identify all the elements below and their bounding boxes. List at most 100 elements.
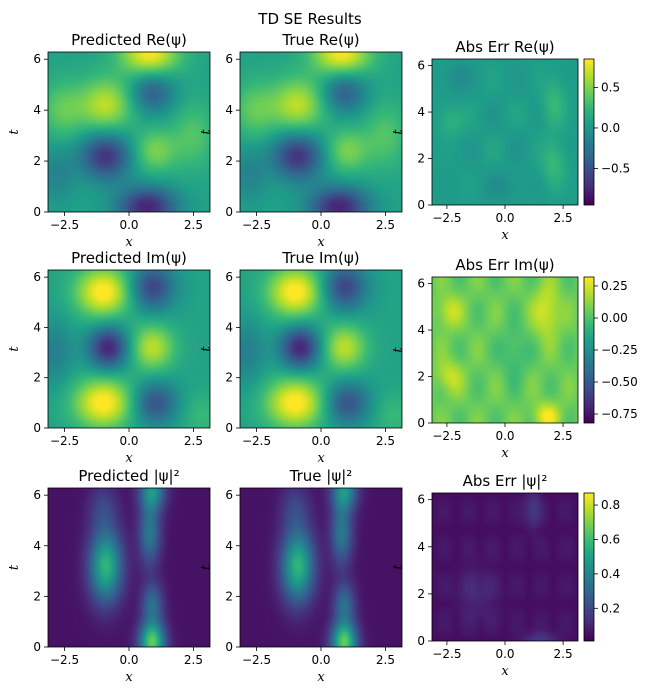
y-axis-label: t [391, 347, 406, 353]
y-tick-label: 4 [33, 103, 41, 117]
colorbar-tick-label: 0.2 [601, 601, 620, 615]
x-tick-label: 0.0 [495, 211, 514, 225]
colorbar-tick-label: 0.4 [601, 567, 620, 581]
y-tick-label: 2 [33, 589, 41, 603]
x-axis-label: x [125, 451, 133, 466]
panel-5: True Im(ψ) −2.5 0.0 2.5 0 2 4 6 x t [199, 249, 403, 466]
x-tick-label: 2.5 [554, 211, 573, 225]
x-axis-label: x [317, 451, 325, 466]
y-tick-label: 0 [417, 198, 425, 212]
x-tick-label: 0.0 [119, 434, 138, 448]
colorbar-tick-label: 0.00 [601, 311, 628, 325]
colorbar-tick-label: 0.25 [601, 279, 628, 293]
panel-8: True |ψ|² −2.5 0.0 2.5 0 2 4 6 x t [199, 467, 403, 685]
x-tick-label: 0.0 [311, 218, 330, 232]
y-tick-label: 2 [225, 371, 233, 385]
y-axis-label: t [7, 564, 22, 570]
y-tick-label: 6 [33, 488, 41, 502]
colorbar-tick-label: −0.50 [601, 375, 638, 389]
colorbar-gradient [584, 493, 594, 641]
x-axis-label: x [501, 664, 509, 679]
x-tick-label: −2.5 [50, 218, 79, 232]
heatmap-image [48, 488, 210, 647]
y-tick-label: 6 [225, 52, 233, 66]
y-tick-label: 4 [417, 540, 425, 554]
y-tick-label: 4 [225, 320, 233, 334]
x-tick-label: 0.0 [119, 653, 138, 667]
y-tick-label: 4 [417, 323, 425, 337]
y-axis-label: t [199, 564, 214, 570]
y-tick-label: 0 [33, 205, 41, 219]
x-tick-label: −2.5 [242, 434, 271, 448]
panel-title: Abs Err |ψ|² [463, 472, 548, 490]
x-axis-label: x [125, 235, 133, 250]
y-tick-label: 6 [417, 59, 425, 73]
panel-title: True Re(ψ) [281, 31, 359, 49]
y-tick-label: 2 [417, 370, 425, 384]
y-axis-label: t [391, 129, 406, 135]
x-tick-label: 2.5 [376, 434, 395, 448]
y-tick-label: 0 [225, 205, 233, 219]
colorbar-frame [583, 492, 595, 642]
x-tick-label: 2.5 [376, 218, 395, 232]
y-tick-label: 6 [225, 488, 233, 502]
y-tick-label: 2 [33, 371, 41, 385]
y-tick-label: 4 [33, 320, 41, 334]
colorbar-tick-label: −0.75 [601, 407, 638, 421]
colorbar-tick-label: 0.6 [601, 532, 620, 546]
y-tick-label: 6 [417, 493, 425, 507]
panel-3: Abs Err Re(ψ) −2.5 0.0 2.5 0 2 4 6 x t 0.5 0.0 −0.5 [391, 38, 630, 243]
y-tick-label: 4 [417, 105, 425, 119]
colorbar-tick-label: 0.5 [601, 80, 620, 94]
panel-2: True Re(ψ) −2.5 0.0 2.5 0 2 4 6 x t [199, 31, 403, 250]
x-tick-label: −2.5 [50, 653, 79, 667]
panel-grid: Predicted Re(ψ) −2.5 0.0 2.5 0 2 4 6 x t True Re(ψ… [7, 31, 638, 685]
heatmap-image [240, 488, 402, 647]
panel-title: Predicted Im(ψ) [71, 249, 187, 267]
x-tick-label: 0.0 [495, 429, 514, 443]
colorbar: 0.8 0.6 0.4 0.2 [583, 492, 620, 642]
y-tick-label: 0 [225, 640, 233, 654]
x-tick-label: −2.5 [432, 429, 461, 443]
x-tick-label: 0.0 [495, 647, 514, 661]
y-tick-label: 4 [225, 539, 233, 553]
colorbar-gradient [584, 277, 594, 423]
x-tick-label: 0.0 [311, 653, 330, 667]
colorbar-tick-label: −0.25 [601, 343, 638, 357]
panel-title: Predicted Re(ψ) [71, 31, 187, 49]
panel-title: True Im(ψ) [281, 249, 359, 267]
x-tick-label: 2.5 [554, 647, 573, 661]
y-tick-label: 2 [225, 154, 233, 168]
y-tick-label: 2 [417, 152, 425, 166]
y-tick-label: 2 [417, 587, 425, 601]
x-tick-label: 2.5 [376, 653, 395, 667]
colorbar: 0.5 0.0 −0.5 [583, 58, 630, 206]
figure-suptitle: TD SE Results [257, 10, 362, 28]
colorbar-tick-label: 0.8 [601, 498, 620, 512]
y-axis-label: t [199, 129, 214, 135]
colorbar-frame [583, 58, 595, 206]
heatmap-image [432, 59, 578, 205]
y-tick-label: 6 [33, 52, 41, 66]
x-tick-label: −2.5 [242, 653, 271, 667]
x-tick-label: 2.5 [184, 218, 203, 232]
heatmap-image [240, 270, 402, 428]
x-tick-label: 2.5 [184, 653, 203, 667]
y-axis-label: t [7, 129, 22, 135]
x-axis-label: x [501, 446, 509, 461]
x-tick-label: 2.5 [554, 429, 573, 443]
y-axis-label: t [199, 346, 214, 352]
y-tick-label: 6 [417, 277, 425, 291]
y-tick-label: 0 [417, 634, 425, 648]
heatmap-image [48, 270, 210, 428]
panel-title: Abs Err Im(ψ) [455, 256, 554, 274]
x-tick-label: −2.5 [432, 647, 461, 661]
x-axis-label: x [501, 228, 509, 243]
x-tick-label: 0.0 [119, 218, 138, 232]
y-tick-label: 6 [225, 270, 233, 284]
y-axis-label: t [7, 346, 22, 352]
colorbar: 0.25 0.00 −0.25 −0.50 −0.75 [583, 276, 638, 424]
x-tick-label: 0.0 [311, 434, 330, 448]
panel-7: Predicted |ψ|² −2.5 0.0 2.5 0 2 4 6 x t [7, 467, 211, 685]
